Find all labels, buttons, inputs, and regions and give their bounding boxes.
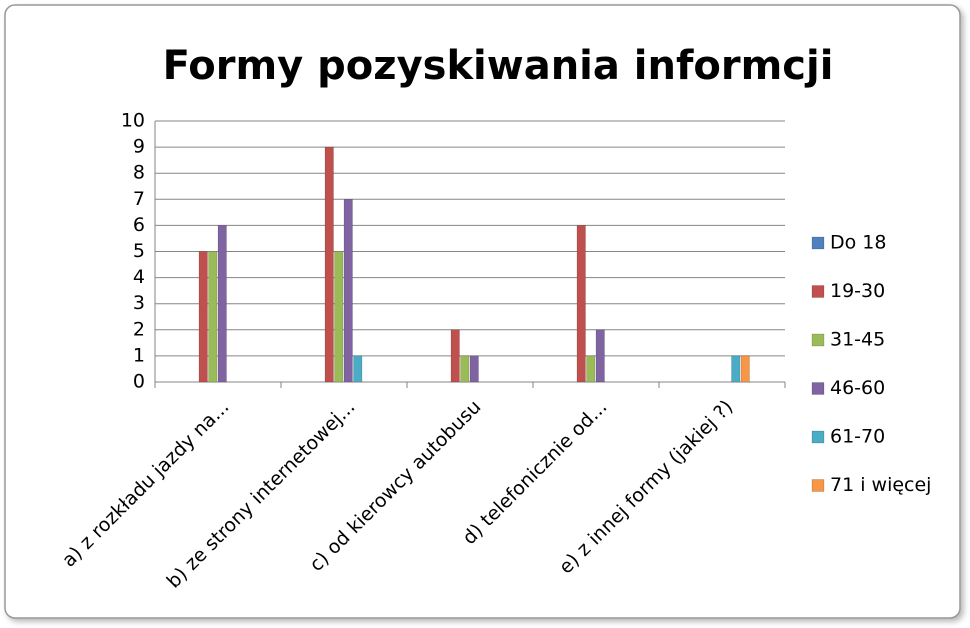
- bar: [731, 355, 741, 383]
- y-tick-label: 9: [133, 136, 145, 158]
- chart-title: Formy pozyskiwania informcji: [163, 43, 834, 89]
- bar: [217, 225, 227, 383]
- bar: [469, 355, 479, 383]
- bar: [198, 251, 208, 383]
- legend-swatch: [811, 236, 825, 250]
- y-tick-label: 5: [133, 240, 145, 262]
- legend-swatch: [811, 479, 825, 492]
- legend-label: 31-45: [830, 329, 885, 351]
- y-tick-label: 10: [121, 110, 145, 132]
- bar: [353, 355, 363, 383]
- bar: [595, 329, 605, 383]
- legend-label: 71 i więcej: [830, 474, 931, 496]
- y-tick-label: 7: [133, 188, 145, 210]
- bar: [450, 329, 460, 383]
- bar: [334, 251, 344, 383]
- y-tick-label: 4: [133, 266, 145, 288]
- bar: [740, 355, 750, 383]
- legend-swatch: [811, 382, 825, 395]
- legend-label: Do 18: [830, 232, 886, 254]
- bar: [208, 251, 218, 383]
- chart-frame: [4, 4, 961, 619]
- bar: [343, 199, 353, 383]
- y-tick-label: 8: [133, 162, 145, 184]
- legend-swatch: [811, 333, 825, 347]
- bar: [586, 355, 596, 383]
- y-tick-label: 2: [133, 318, 145, 340]
- legend-swatch: [811, 285, 825, 298]
- y-tick-label: 6: [133, 214, 145, 236]
- bar: [460, 355, 470, 383]
- bar: [324, 146, 334, 383]
- y-tick-label: 1: [133, 344, 145, 366]
- y-tick-label: 0: [133, 371, 145, 393]
- bar: [576, 225, 586, 383]
- legend-label: 19-30: [830, 280, 885, 302]
- legend-swatch: [811, 430, 825, 444]
- y-tick-label: 3: [133, 292, 145, 314]
- legend-label: 46-60: [830, 377, 885, 399]
- legend-label: 61-70: [830, 426, 885, 448]
